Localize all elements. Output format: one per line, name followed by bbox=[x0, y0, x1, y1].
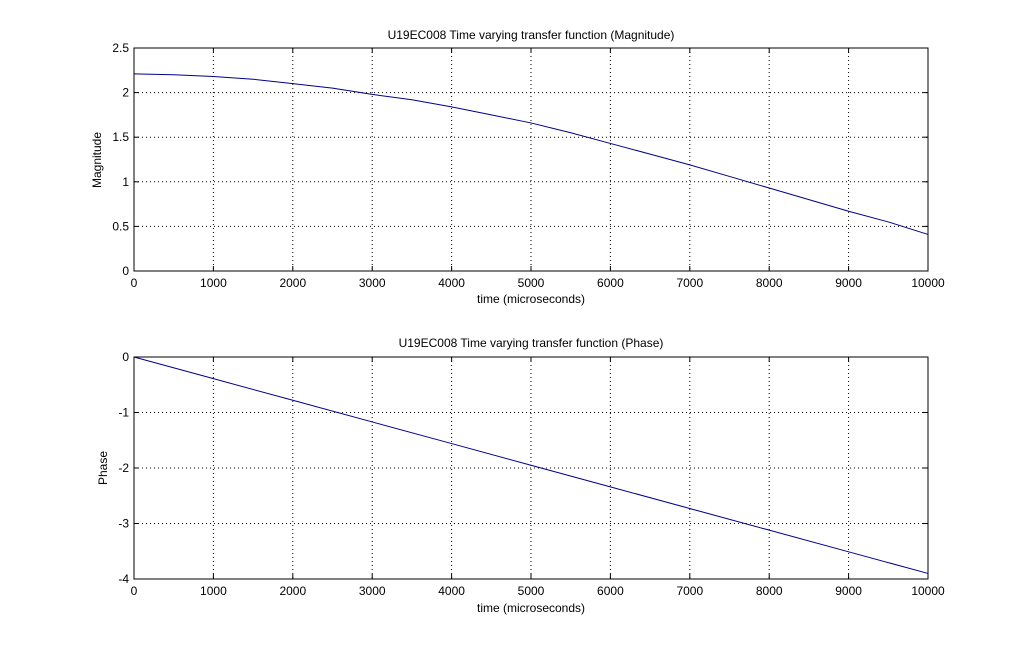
phase-x-tick-label: 7000 bbox=[676, 584, 703, 598]
magnitude-x-tick-label: 9000 bbox=[835, 276, 862, 290]
phase-series bbox=[133, 356, 929, 574]
phase-x-tick-label: 4000 bbox=[438, 584, 465, 598]
phase-x-tick-label: 0 bbox=[131, 584, 138, 598]
phase-y-tick-label: -1 bbox=[118, 406, 129, 420]
magnitude-series-line bbox=[133, 73, 929, 235]
phase-title: U19EC008 Time varying transfer function … bbox=[399, 336, 664, 350]
magnitude-series bbox=[133, 73, 929, 235]
phase-y-tick-label: -2 bbox=[118, 461, 129, 475]
phase-ticks: 0 1000 2000 3000 4000 5000 6000 7000 8000 9000 100… bbox=[118, 350, 945, 598]
magnitude-x-tick-label: 0 bbox=[131, 276, 138, 290]
magnitude-x-tick-label: 2000 bbox=[279, 276, 306, 290]
phase-y-tick-label: -3 bbox=[118, 517, 129, 531]
phase-series-line bbox=[133, 356, 929, 574]
magnitude-x-tick-label: 6000 bbox=[597, 276, 624, 290]
magnitude-y-tick-label: 2.5 bbox=[112, 41, 129, 55]
phase-x-tick-label: 10000 bbox=[911, 584, 945, 598]
magnitude-x-tick-label: 8000 bbox=[756, 276, 783, 290]
phase-x-tick-label: 9000 bbox=[835, 584, 862, 598]
magnitude-x-tick-label: 4000 bbox=[438, 276, 465, 290]
magnitude-y-axis-label: Magnitude bbox=[90, 132, 104, 188]
magnitude-y-tick-label: 2 bbox=[122, 86, 129, 100]
phase-y-tick-label: 0 bbox=[122, 350, 129, 364]
phase-y-axis-label: Phase bbox=[96, 451, 110, 485]
magnitude-x-tick-label: 7000 bbox=[676, 276, 703, 290]
magnitude-ticks: 0 1000 2000 3000 4000 5000 6000 7000 8000 9000 100… bbox=[112, 41, 945, 290]
magnitude-plot: U19EC008 Time varying transfer function … bbox=[90, 28, 945, 306]
magnitude-x-tick-label: 5000 bbox=[518, 276, 545, 290]
phase-x-tick-label: 3000 bbox=[359, 584, 386, 598]
phase-grid bbox=[134, 357, 928, 579]
magnitude-y-tick-label: 0 bbox=[122, 264, 129, 278]
magnitude-x-tick-label: 10000 bbox=[911, 276, 945, 290]
phase-x-tick-label: 1000 bbox=[200, 584, 227, 598]
magnitude-x-tick-label: 3000 bbox=[359, 276, 386, 290]
phase-x-tick-label: 2000 bbox=[279, 584, 306, 598]
phase-x-tick-label: 5000 bbox=[518, 584, 545, 598]
magnitude-y-tick-label: 1.5 bbox=[112, 130, 129, 144]
magnitude-y-tick-label: 0.5 bbox=[112, 219, 129, 233]
phase-x-axis-label: time (microseconds) bbox=[477, 601, 585, 615]
phase-x-tick-label: 6000 bbox=[597, 584, 624, 598]
magnitude-x-axis-label: time (microseconds) bbox=[477, 292, 585, 306]
phase-x-tick-label: 8000 bbox=[756, 584, 783, 598]
phase-y-tick-label: -4 bbox=[118, 572, 129, 586]
magnitude-y-tick-label: 1 bbox=[122, 175, 129, 189]
magnitude-x-tick-label: 1000 bbox=[200, 276, 227, 290]
magnitude-title: U19EC008 Time varying transfer function … bbox=[388, 28, 675, 42]
magnitude-axes-box bbox=[133, 47, 929, 272]
phase-plot: U19EC008 Time varying transfer function … bbox=[96, 336, 945, 615]
magnitude-grid bbox=[134, 48, 928, 271]
